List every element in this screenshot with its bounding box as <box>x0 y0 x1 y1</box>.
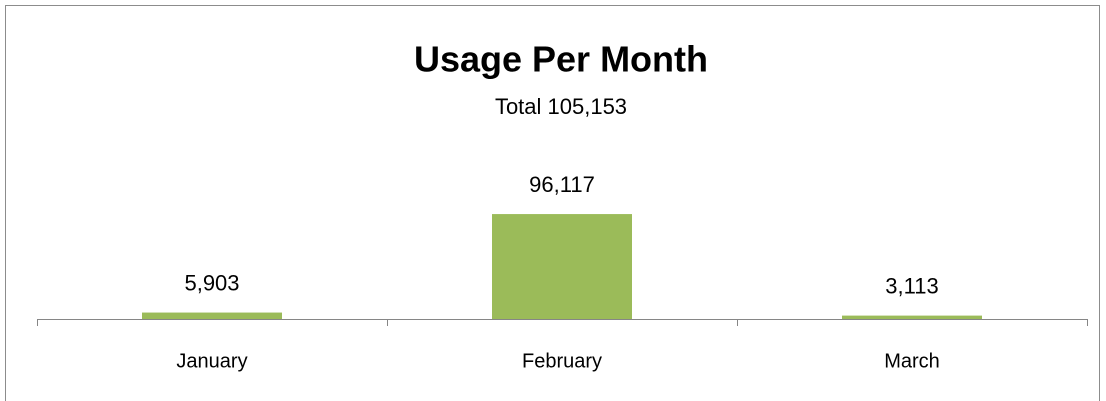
chart-title: Usage Per Month <box>414 39 708 80</box>
x-tick-label: February <box>522 350 602 372</box>
x-tick-label: January <box>176 350 247 372</box>
chart-frame <box>5 5 1100 401</box>
value-label: 3,113 <box>885 273 938 298</box>
bar <box>492 214 632 319</box>
chart-subtitle: Total 105,153 <box>495 94 627 119</box>
bar <box>842 315 982 319</box>
value-label: 96,117 <box>529 172 595 197</box>
value-label: 5,903 <box>184 270 239 295</box>
bar <box>142 312 282 319</box>
x-tick-label: March <box>884 350 940 372</box>
